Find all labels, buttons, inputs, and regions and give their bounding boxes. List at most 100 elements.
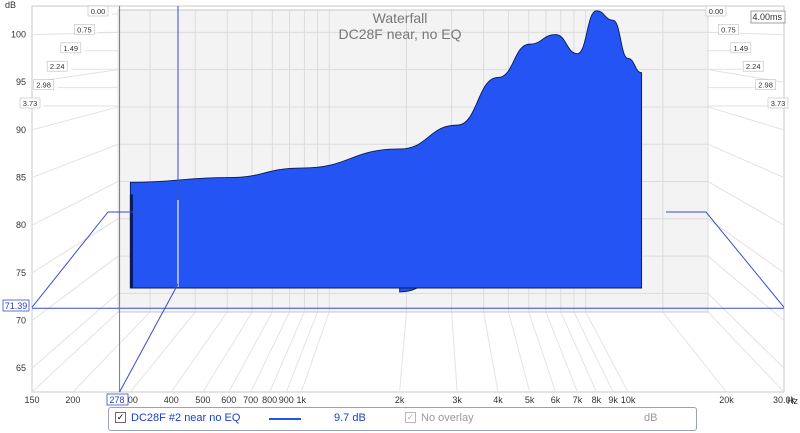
floor-grid-line [545, 311, 578, 393]
x-tick-label: 700 [243, 395, 258, 405]
time-label-box [46, 60, 68, 72]
x-tick-label: 4k [493, 395, 503, 405]
chart-overlays [31, 6, 785, 393]
floor-guide-left [31, 211, 140, 308]
x-tick-label: 6k [551, 395, 561, 405]
overlay-checkbox[interactable]: ✓ [405, 412, 416, 423]
floor-grid-line [707, 218, 785, 274]
series-name[interactable]: DC28F #2 near no EQ [131, 412, 241, 424]
chart-title: Waterfall [373, 10, 428, 26]
floor-grid-line [31, 218, 119, 274]
time-tick-label: 1.49 [733, 44, 748, 53]
time-label-box [730, 42, 752, 54]
floor-grid-line [707, 106, 785, 131]
time-label-box [60, 42, 82, 54]
floor-grid-line [269, 311, 305, 393]
chart-grid [31, 5, 785, 393]
time-label-box [87, 5, 109, 17]
axis-ticks: 100 95 90 85 80 75 70 65 150 200 300 400 500 600 700 80… [11, 5, 796, 405]
x-tick-label: 10k [621, 395, 636, 405]
x-tick-label: 600 [221, 395, 236, 405]
floor-grid-line [507, 311, 531, 393]
x-tick-label: 5k [525, 395, 535, 405]
x-tick-label: 8k [592, 395, 602, 405]
floor-grid-line [707, 293, 785, 369]
time-label-box [767, 97, 789, 109]
time-tick-label: 3.73 [23, 99, 38, 108]
floor-grid-line [573, 311, 614, 393]
floor-grid-line [31, 255, 119, 321]
floor-grid-line [31, 106, 119, 131]
floor-grid-line [31, 292, 119, 369]
x-tick-label: 2k [395, 395, 405, 405]
x-tick-label: 150 [24, 395, 39, 405]
time-tick-label: 2.24 [746, 62, 761, 71]
y-axis-label: dB [5, 0, 16, 10]
x-tick-label: 1k [297, 395, 307, 405]
time-label-box [718, 24, 739, 35]
time-label-box [742, 60, 764, 72]
y-tick-label: 75 [16, 268, 26, 278]
cursor-freq-box [106, 393, 129, 406]
y-tick-label: 100 [11, 30, 26, 40]
floor-grid-line [483, 311, 499, 393]
series-line-swatch [269, 418, 301, 420]
time-readout: 4.00ms [752, 12, 782, 22]
x-axis-unit: Hz [787, 396, 798, 406]
floor-grid-line [300, 311, 330, 393]
time-tick-label: 2.98 [36, 81, 51, 90]
time-tick-label: 0.00 [709, 7, 724, 16]
floor-guide-freq [119, 283, 179, 393]
cursor-db-readout: 71.39 [5, 301, 28, 311]
time-tick-label: 0.00 [91, 7, 106, 16]
cursor-freq-readout: 278 [109, 395, 124, 405]
chart-subtitle: DC28F near, no EQ [339, 26, 462, 42]
time-tick-label: 2.98 [758, 81, 773, 90]
series-checkbox[interactable]: ✓ [115, 412, 126, 423]
overlay-unit: dB [644, 412, 658, 424]
x-tick-label: 800 [262, 395, 277, 405]
floor-grid-line [129, 311, 196, 393]
x-tick-label: 300 [123, 395, 138, 405]
floor-grid-line [707, 255, 785, 321]
floor-grid-line [285, 311, 318, 393]
waterfall-slices [129, 10, 643, 293]
floor-grid-line [662, 311, 727, 393]
floor-grid-line [170, 311, 228, 393]
floor-grid-line [707, 181, 785, 226]
x-tick-label: 9k [608, 395, 618, 405]
time-tick-label: 0.75 [77, 25, 92, 34]
time-readout-box [750, 10, 786, 24]
floor-grid-line [399, 311, 407, 393]
floor-grid-line [707, 311, 785, 393]
y-tick-label: 65 [16, 363, 26, 373]
time-label-box [74, 24, 95, 35]
time-label-box [33, 79, 54, 90]
overlay-label[interactable]: No overlay [421, 412, 474, 424]
y-tick-label: 70 [16, 316, 26, 326]
time-label-box [755, 79, 776, 90]
time-tick-label: 3.73 [771, 99, 786, 108]
x-tick-label: 500 [195, 395, 210, 405]
time-tick-label: 2.24 [50, 62, 65, 71]
y-tick-label: 85 [16, 173, 26, 183]
x-tick-label: 200 [65, 395, 80, 405]
x-tick-label: 3k [452, 395, 462, 405]
x-tick-label: 7k [573, 395, 583, 405]
legend-bar: ✓ DC28F #2 near no EQ 9.7 dB ✓ No overla… [108, 407, 697, 431]
floor-grid-line [228, 311, 273, 393]
floor-grid-line [560, 311, 597, 393]
cursor-db-box [2, 299, 30, 312]
x-tick-label: 400 [164, 395, 179, 405]
x-tick-label: 900 [279, 395, 294, 405]
floor-grid-line [31, 311, 119, 393]
floor-grid-line [202, 311, 253, 393]
floor-grid-line [72, 311, 151, 393]
series-value: 9.7 dB [334, 412, 366, 424]
x-tick-label: 20k [719, 395, 734, 405]
x-tick-label: 30.0k [773, 395, 796, 405]
floor-grid-line [250, 311, 290, 393]
floor-grid-line [451, 311, 458, 393]
time-tick-label: 0.75 [721, 25, 736, 34]
